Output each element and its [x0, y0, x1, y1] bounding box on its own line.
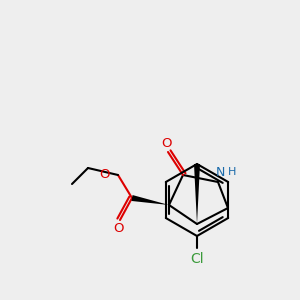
Text: O: O: [161, 137, 171, 150]
Polygon shape: [194, 164, 200, 224]
Text: N: N: [215, 166, 225, 179]
Text: O: O: [113, 222, 123, 235]
Text: H: H: [228, 167, 236, 177]
Text: O: O: [100, 167, 110, 181]
Polygon shape: [131, 195, 169, 205]
Text: Cl: Cl: [190, 252, 204, 266]
